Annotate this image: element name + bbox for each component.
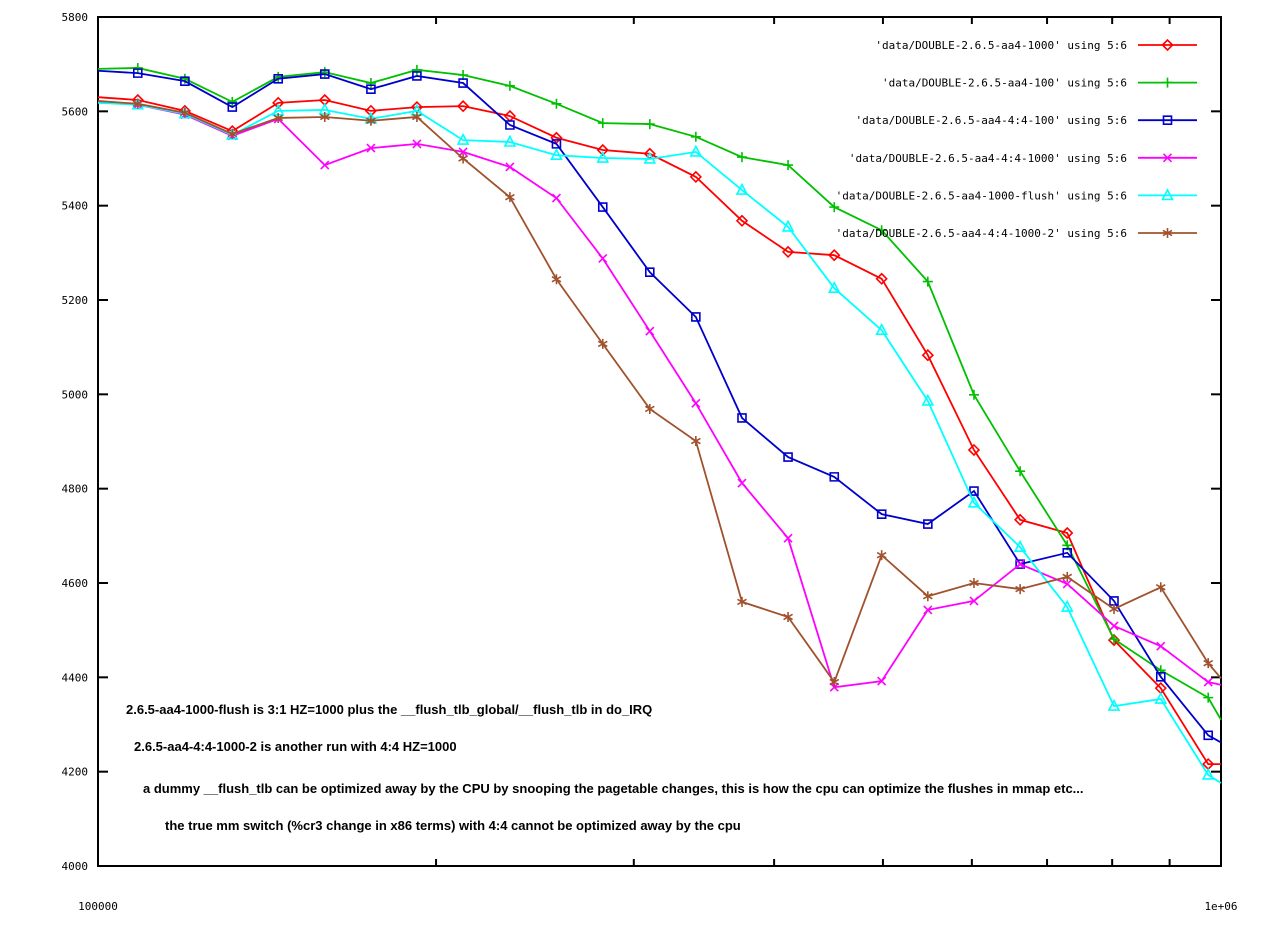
legend-entry: 'data/DOUBLE-2.6.5-aa4-1000-flush' using… — [836, 188, 1197, 202]
series-0 — [97, 93, 1221, 771]
legend-label: 'data/DOUBLE-2.6.5-aa4-100' using 5:6 — [882, 77, 1127, 90]
annotation-label: a dummy __flush_tlb can be optimized awa… — [143, 781, 1084, 796]
annotation-label: the true mm switch (%cr3 change in x86 t… — [165, 818, 741, 833]
y-tick-label: 5000 — [62, 388, 89, 401]
legend-label: 'data/DOUBLE-2.6.5-aa4-4:4-1000-2' using… — [836, 227, 1127, 240]
legend-x-icon — [1162, 153, 1173, 163]
x-tick-label: 1e+06 — [1204, 900, 1237, 913]
legend-label: 'data/DOUBLE-2.6.5-aa4-1000' using 5:6 — [875, 39, 1127, 52]
legend: 'data/DOUBLE-2.6.5-aa4-1000' using 5:6 'd… — [836, 38, 1197, 240]
plot-border — [97, 16, 1222, 867]
y-axis-labels: 4000 4200 4400 4600 4800 5000 5200 5400 5600 5800 — [62, 11, 89, 873]
y-tick-label: 4200 — [62, 766, 89, 779]
y-tick-label: 5200 — [62, 294, 89, 307]
legend-entry: 'data/DOUBLE-2.6.5-aa4-100' using 5:6 — [882, 77, 1197, 90]
legend-diamond-icon — [1161, 38, 1174, 52]
legend-entry: 'data/DOUBLE-2.6.5-aa4-4:4-100' using 5:… — [855, 114, 1197, 127]
series-5 — [97, 98, 1222, 688]
y-tick-label: 4800 — [62, 483, 89, 496]
x-axis — [97, 17, 1222, 866]
y-axis — [98, 16, 1221, 867]
annotations: 2.6.5-aa4-1000-flush is 3:1 HZ=1000 plus… — [126, 702, 1084, 833]
legend-entry: 'data/DOUBLE-2.6.5-aa4-4:4-1000-2' using… — [836, 227, 1197, 240]
legend-entry: 'data/DOUBLE-2.6.5-aa4-4:4-1000' using 5… — [849, 152, 1197, 165]
legend-square-icon — [1162, 115, 1173, 125]
diamond-markers — [131, 93, 1215, 771]
series-1 — [97, 62, 1222, 721]
plus-markers — [132, 62, 1214, 703]
y-tick-label: 5800 — [62, 11, 89, 24]
annotation-label: 2.6.5-aa4-1000-flush is 3:1 HZ=1000 plus… — [126, 702, 652, 717]
legend-star-icon — [1162, 228, 1173, 238]
y-tick-label: 5600 — [62, 105, 89, 118]
x-tick-label: 100000 — [78, 900, 118, 913]
legend-label: 'data/DOUBLE-2.6.5-aa4-1000-flush' using… — [836, 189, 1127, 202]
series-line — [97, 100, 1222, 684]
series-line — [97, 101, 1222, 784]
series-line — [97, 67, 1222, 721]
annotation-label: 2.6.5-aa4-4:4-1000-2 is another run with… — [134, 739, 457, 754]
series-2 — [97, 68, 1222, 744]
y-tick-label: 4400 — [62, 671, 89, 684]
square-markers — [132, 68, 1213, 741]
legend-label: 'data/DOUBLE-2.6.5-aa4-4:4-100' using 5:… — [855, 114, 1127, 127]
y-tick-label: 4600 — [62, 577, 89, 590]
star-markers — [132, 98, 1214, 688]
y-tick-label: 5400 — [62, 200, 89, 213]
series-line — [97, 69, 1222, 744]
legend-entry: 'data/DOUBLE-2.6.5-aa4-1000' using 5:6 — [875, 38, 1197, 52]
legend-plus-icon — [1162, 77, 1173, 88]
x-axis-labels: 100000 1e+06 — [78, 900, 1237, 913]
y-tick-label: 4000 — [62, 860, 89, 873]
series-line — [97, 101, 1222, 689]
legend-triangle-icon — [1161, 188, 1174, 201]
series-line — [97, 96, 1221, 766]
legend-label: 'data/DOUBLE-2.6.5-aa4-4:4-1000' using 5… — [849, 152, 1127, 165]
